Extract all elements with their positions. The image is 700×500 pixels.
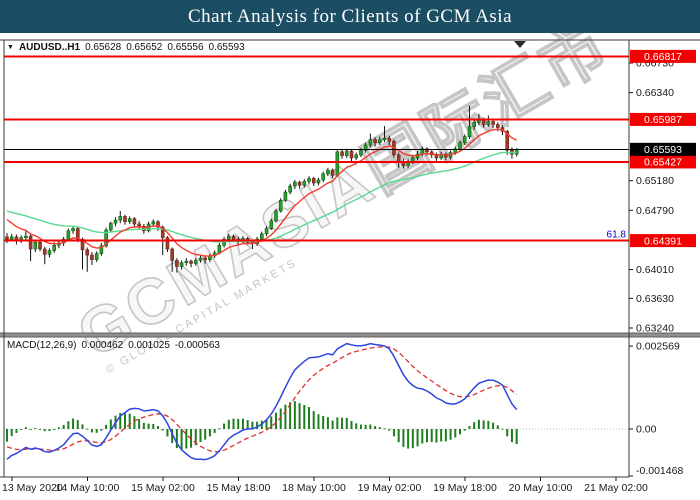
price-tick-label: 0.64010	[636, 264, 674, 276]
symbol-dropdown-icon[interactable]: ▼	[7, 44, 14, 51]
macd-pane	[4, 342, 629, 461]
symbol-name: AUDUSD..H1	[18, 42, 81, 53]
time-tick-label: 21 May 02:00	[584, 482, 648, 494]
macd-label: MACD(12,26,9)	[7, 340, 77, 351]
macd-scale-label: 0.00	[636, 424, 657, 436]
fib-level-label: 61.8	[607, 230, 627, 241]
time-tick-label: 19 May 18:00	[433, 482, 497, 494]
price-badge	[630, 112, 696, 126]
price-badge-label: 0.65987	[644, 114, 682, 126]
macd-scale-label: 0.002569	[636, 341, 680, 353]
price-badge-label: 0.65427	[644, 157, 682, 169]
horizontal-lines: 61.8	[4, 55, 629, 242]
price-badge-label: 0.64391	[644, 235, 682, 247]
time-tick-label: 15 May 18:00	[207, 482, 271, 494]
price-badge	[630, 234, 696, 248]
price-badge-label: 0.66817	[644, 51, 682, 63]
macd-scale-label: -0.001468	[636, 465, 683, 477]
pane-separator[interactable]	[0, 332, 700, 338]
title-bar: Chart Analysis for Clients of GCM Asia	[0, 0, 700, 33]
price-tick-label: 0.64790	[636, 205, 674, 217]
price-tick-label: 0.65180	[636, 175, 674, 187]
price-tick-label: 0.66340	[636, 87, 674, 99]
ohlc-close: 0.65593	[208, 42, 245, 53]
price-badge-label: 0.65593	[644, 144, 682, 156]
price-scale[interactable]: 0.667300.663400.651800.647900.640100.636…	[629, 49, 696, 477]
ohlc-high: 0.65652	[126, 42, 163, 53]
time-tick-label: 20 May 10:00	[509, 482, 573, 494]
time-tick-label: 14 May 10:00	[56, 482, 120, 494]
time-tick-label: 15 May 02:00	[131, 482, 195, 494]
ohlc-open: 0.65628	[85, 42, 122, 53]
symbol-header: ▼ AUDUSD..H1 0.65628 0.65652 0.65556 0.6…	[7, 42, 245, 53]
last-bar-marker-icon[interactable]	[514, 41, 526, 48]
macd-value: 0.000462	[81, 340, 124, 351]
time-tick-label: 13 May 2020	[2, 482, 63, 494]
macd-histval: -0.000563	[174, 340, 220, 351]
price-tick-label: 0.63240	[636, 322, 674, 334]
plot-borders	[0, 39, 700, 478]
macd-signal: 0.001025	[128, 340, 170, 351]
ohlc-low: 0.65556	[167, 42, 204, 53]
price-badge	[630, 142, 696, 156]
price-badge	[630, 155, 696, 169]
price-badge	[630, 49, 696, 63]
time-tick-label: 19 May 02:00	[358, 482, 422, 494]
candles-layer	[5, 105, 519, 273]
price-tick-label: 0.63630	[636, 293, 674, 305]
indicator-header: MACD(12,26,9) 0.000462 0.001025 -0.00056…	[7, 340, 220, 351]
time-tick-label: 18 May 10:00	[282, 482, 346, 494]
title-text: Chart Analysis for Clients of GCM Asia	[187, 5, 513, 27]
